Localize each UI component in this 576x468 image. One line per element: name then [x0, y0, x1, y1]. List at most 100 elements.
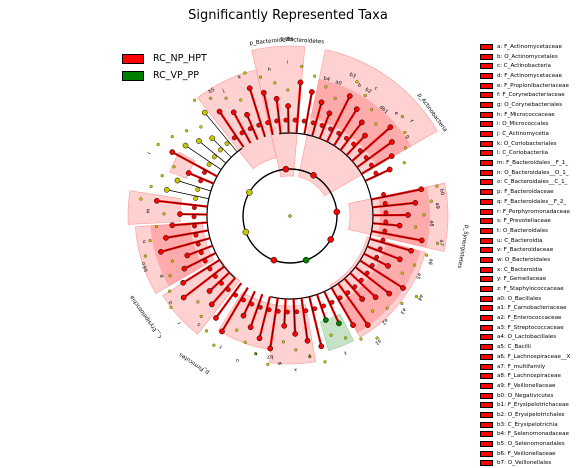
taxon-leaf: [344, 337, 347, 340]
clade-key-label: b3: C_Erysipelotrichia: [497, 422, 558, 428]
taxon-leaf: [370, 108, 373, 111]
clade-arc-label: m: [146, 208, 152, 213]
taxon-node-inner: [196, 187, 200, 191]
clade-key-label: w: O_Bacteroidales: [497, 257, 550, 263]
clade-key-label: t: O_Bacteroidales: [497, 228, 548, 234]
taxon-node-inner: [337, 131, 341, 135]
taxon-node: [387, 291, 392, 296]
taxon-leaf: [209, 97, 212, 100]
taxon-node: [405, 212, 410, 217]
taxon-node: [419, 238, 424, 243]
taxon-node: [158, 249, 163, 254]
taxon-node: [365, 322, 370, 327]
clade-key-label: s: F_Prevotellaceae: [497, 218, 551, 224]
clade-key-label: v: F_Bacteroidaceae: [497, 247, 553, 253]
taxon-node: [241, 313, 246, 318]
taxon-leaf: [225, 97, 228, 100]
taxon-leaf: [330, 334, 333, 337]
clade-key-item: b2: O_Erysipelotrichales: [480, 410, 576, 420]
taxon-node: [231, 110, 236, 115]
taxon-node-inner: [218, 148, 222, 152]
taxon-node: [327, 111, 332, 116]
taxon-leaf: [185, 129, 188, 132]
taxon-leaf: [403, 131, 406, 134]
taxon-node-inner: [365, 271, 369, 275]
taxon-node: [400, 285, 405, 290]
clade-arc-label: a7: [438, 239, 445, 246]
taxon-node: [309, 89, 314, 94]
taxon-node-inner: [267, 308, 271, 312]
taxon-leaf: [163, 212, 166, 215]
clade-key-item: h: F_Micrococcaceae: [480, 110, 576, 120]
clade-key-item: a9: F_Veillonellaceae: [480, 381, 576, 391]
taxon-node: [350, 323, 355, 328]
clade-key-swatch: [480, 315, 493, 321]
taxon-node: [359, 120, 364, 125]
taxon-leaf: [173, 165, 176, 168]
taxon-node-inner: [294, 310, 298, 314]
taxon-node-inner: [344, 136, 348, 140]
taxon-leaf: [243, 72, 246, 75]
taxon-node-inner: [257, 123, 261, 127]
clade-key-item: r: F_Porphyromonadaceae: [480, 207, 576, 217]
taxon-leaf: [286, 89, 289, 92]
taxon-node-inner: [199, 251, 203, 255]
clade-key-item: d: F_Actinomycetaceae: [480, 71, 576, 81]
taxon-node: [177, 211, 182, 216]
taxon-leaf: [212, 344, 215, 347]
clade-key-label: x: C_Bacteroidia: [497, 267, 542, 273]
taxon-leaf: [324, 85, 327, 88]
clade-key-swatch: [480, 325, 493, 331]
clade-arc-label: b7: [267, 353, 274, 360]
taxon-node: [397, 257, 402, 262]
taxon-node-inner: [351, 142, 355, 146]
clade-arc-label: a1: [374, 337, 383, 345]
taxon-node: [389, 139, 394, 144]
clade-key-item: l: C_Coriobacteriia: [480, 149, 576, 159]
clade-key-swatch: [480, 121, 493, 127]
taxon-node: [170, 149, 175, 154]
taxon-node-inner: [202, 170, 206, 174]
clade-key-swatch: [480, 102, 493, 108]
taxon-node-inner: [240, 131, 244, 135]
clade-key-swatch: [480, 354, 493, 360]
taxon-node-inner: [338, 296, 342, 300]
clade-key-label: a3: F_Streptococcaceae: [497, 325, 564, 331]
clade-key-swatch: [480, 83, 493, 89]
ring-label: p_Firmicutes: [178, 351, 210, 375]
taxon-node-inner: [328, 127, 332, 131]
taxon-node: [154, 198, 159, 203]
taxon-leaf: [403, 161, 406, 164]
clade-arc-label: r: [176, 319, 182, 325]
clade-key-item: y: F_Gemellaceae: [480, 275, 576, 285]
clade-key-label: k: O_Coriobacteriales: [497, 141, 557, 147]
taxon-node-inner: [311, 121, 315, 125]
clade-key-swatch: [480, 160, 493, 166]
taxon-node: [282, 323, 287, 328]
clade-key-swatch: [480, 344, 493, 350]
taxon-leaf: [235, 329, 238, 332]
phylum-node: [271, 257, 277, 263]
taxon-node: [274, 96, 279, 101]
clade-key-label: b7: O_Veillonellales: [497, 460, 551, 466]
taxon-node: [185, 253, 190, 258]
taxon-leaf: [169, 274, 172, 277]
clade-shade: [128, 191, 181, 225]
taxon-leaf: [273, 81, 276, 84]
clade-key-label: u: C_Bacteroidia: [497, 238, 543, 244]
clade-key-item: b5: O_Selenomonadales: [480, 439, 576, 449]
phylum-node: [334, 209, 340, 215]
clade-arc-label: a9: [434, 202, 440, 209]
clade-key-label: q: F_Bacteroidales__F_2_: [497, 199, 566, 205]
taxon-node: [362, 133, 367, 138]
clade-key-label: i: O_Micrococcales: [497, 121, 548, 127]
clade-key-swatch: [480, 247, 493, 253]
taxon-node-inner: [358, 148, 362, 152]
taxon-node-inner: [384, 220, 388, 224]
taxon-node-inner: [213, 274, 217, 278]
taxon-leaf: [200, 126, 203, 129]
clade-key-label: a2: F_Enterococcaceae: [497, 315, 561, 321]
taxon-node: [413, 200, 418, 205]
clade-key-label: n: O_Bacteroidales__O_1_: [497, 170, 569, 176]
clade-key-item: a2: F_Enterococcaceae: [480, 313, 576, 323]
